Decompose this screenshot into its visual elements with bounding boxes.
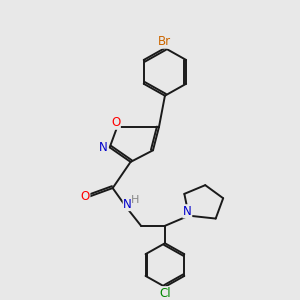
Text: O: O (81, 190, 90, 203)
Text: N: N (123, 197, 132, 211)
Text: Cl: Cl (159, 287, 171, 300)
Text: N: N (99, 141, 108, 154)
Text: Br: Br (158, 35, 172, 48)
Text: H: H (131, 195, 139, 205)
Text: N: N (183, 205, 192, 218)
Text: O: O (111, 116, 120, 129)
